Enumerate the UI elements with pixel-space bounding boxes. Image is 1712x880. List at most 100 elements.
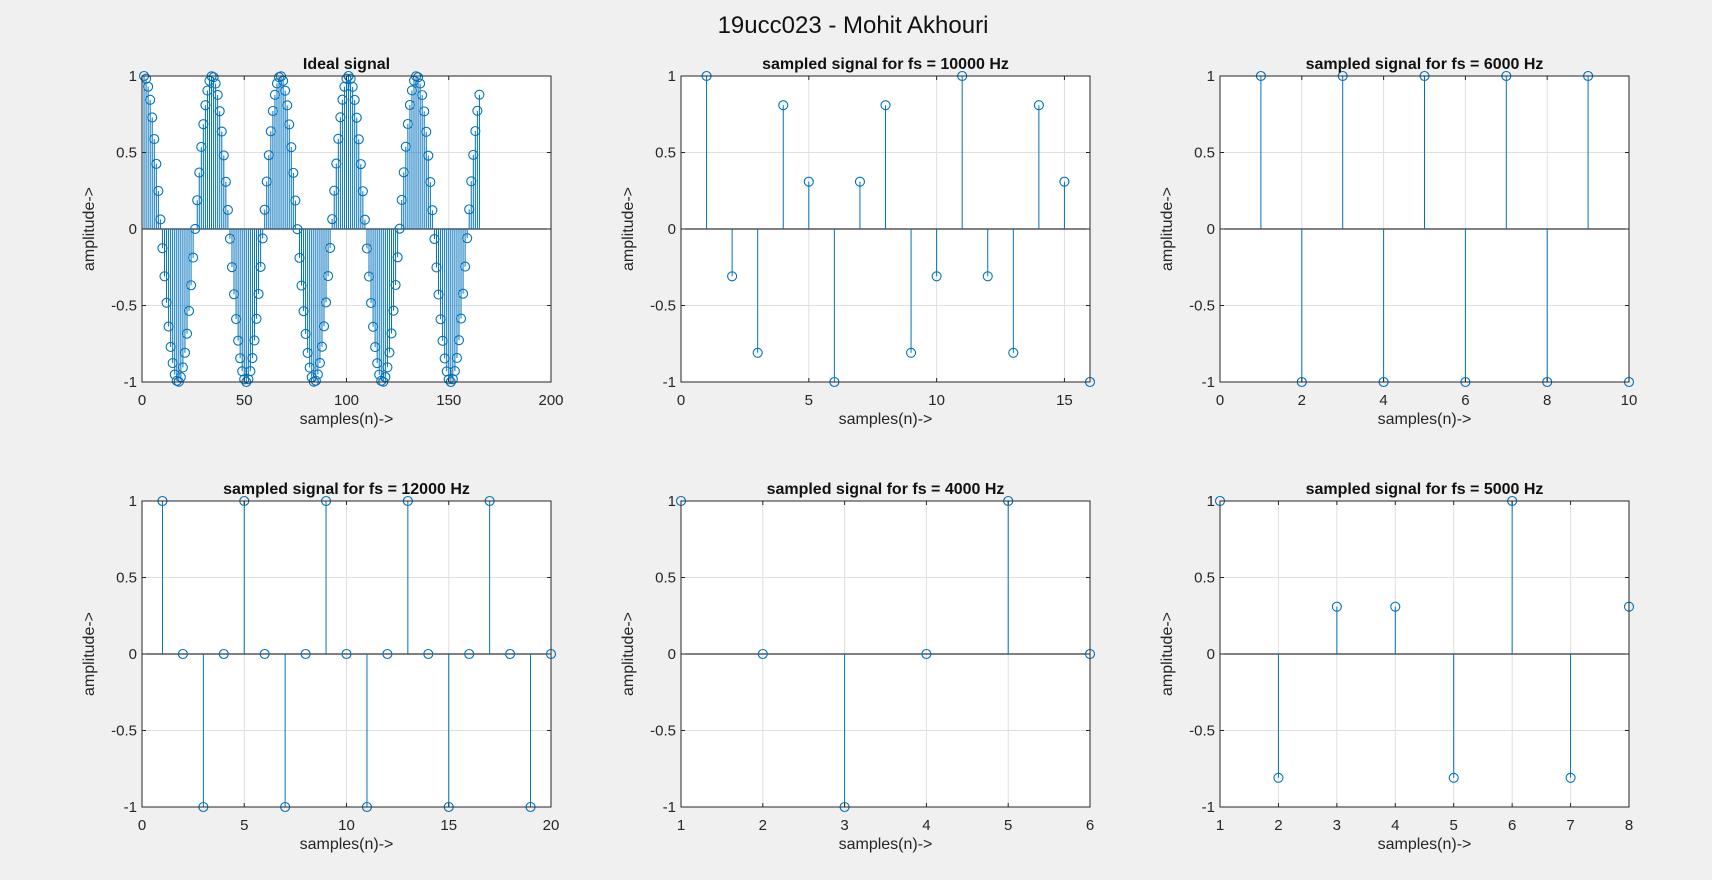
stem-marker bbox=[222, 204, 233, 215]
stem-marker bbox=[294, 252, 305, 263]
stem-marker bbox=[194, 167, 205, 178]
x-tick-label: 200 bbox=[538, 392, 563, 409]
y-axis-label: amplitude-> bbox=[620, 187, 637, 271]
stem-marker bbox=[251, 313, 262, 324]
x-tick-label: 6 bbox=[1508, 817, 1516, 834]
y-tick-label: 1 bbox=[129, 493, 137, 510]
subplot-1: 0 50 100 150 200 -1 -0.5 0 0.5 1 Ideal signal sampl… bbox=[81, 56, 564, 428]
stem-marker bbox=[359, 214, 370, 225]
stem-marker bbox=[363, 271, 375, 282]
x-tick-label: 5 bbox=[805, 392, 813, 409]
stem-marker bbox=[151, 158, 162, 169]
x-axis-label: samples(n)-> bbox=[1378, 411, 1472, 428]
stem-marker bbox=[880, 100, 891, 111]
stem-marker bbox=[147, 112, 158, 123]
stem-marker bbox=[415, 78, 426, 89]
stem-marker bbox=[290, 195, 301, 206]
x-tick-label: 8 bbox=[1625, 817, 1633, 834]
stem-marker bbox=[323, 270, 334, 282]
stem-marker bbox=[427, 205, 438, 216]
stem-marker bbox=[341, 648, 352, 660]
stem-marker bbox=[292, 224, 303, 235]
x-tick-label: 2 bbox=[759, 817, 767, 834]
stem-marker bbox=[396, 194, 407, 206]
y-tick-label: -1 bbox=[1202, 374, 1215, 391]
stem-marker bbox=[505, 648, 516, 660]
stem-marker bbox=[384, 347, 395, 358]
stem-marker bbox=[423, 648, 434, 660]
stem-marker bbox=[425, 177, 436, 188]
x-tick-label: 0 bbox=[1216, 392, 1224, 409]
stem-marker bbox=[318, 321, 330, 332]
stem-marker bbox=[304, 362, 315, 373]
subplot-title: sampled signal for fs = 12000 Hz bbox=[223, 481, 470, 498]
stem-marker bbox=[210, 78, 221, 89]
stem-marker bbox=[218, 150, 229, 161]
stem-marker bbox=[259, 648, 270, 660]
stem-marker bbox=[220, 176, 231, 187]
stem-marker bbox=[212, 89, 223, 101]
stem-marker bbox=[231, 313, 242, 325]
stem-marker bbox=[149, 134, 160, 145]
stem-marker bbox=[329, 185, 340, 196]
stem-marker bbox=[265, 126, 276, 137]
stem-marker bbox=[353, 134, 364, 145]
stem-marker bbox=[247, 353, 258, 364]
y-tick-label: 0 bbox=[129, 646, 137, 663]
stem-marker bbox=[159, 271, 170, 282]
stem-marker bbox=[347, 81, 358, 92]
y-axis-label: amplitude-> bbox=[1159, 612, 1176, 696]
x-tick-label: 1 bbox=[1216, 817, 1224, 834]
stem-marker bbox=[435, 314, 446, 325]
stem-marker bbox=[284, 119, 295, 130]
stem-marker bbox=[226, 262, 238, 273]
stem-marker bbox=[302, 347, 313, 358]
x-axis-label: samples(n)-> bbox=[839, 836, 933, 853]
stem-marker bbox=[335, 112, 346, 123]
stem-marker bbox=[331, 158, 342, 169]
x-tick-label: 2 bbox=[1274, 817, 1282, 834]
y-tick-label: 1 bbox=[129, 68, 137, 85]
y-tick-label: 0 bbox=[1207, 221, 1215, 238]
stem-marker bbox=[419, 106, 430, 117]
stem-marker bbox=[261, 176, 272, 187]
stem-marker bbox=[451, 352, 462, 363]
figure-title: 19ucc023 - Mohit Akhouri bbox=[718, 12, 989, 39]
y-tick-label: 0.5 bbox=[116, 145, 137, 162]
stem-marker bbox=[177, 362, 188, 373]
stem-marker bbox=[400, 141, 411, 152]
y-tick-label: -0.5 bbox=[650, 723, 676, 740]
stem-marker bbox=[327, 214, 338, 225]
stem-marker bbox=[339, 81, 350, 92]
stem-marker bbox=[196, 141, 207, 153]
x-tick-label: 5 bbox=[240, 817, 248, 834]
stem-marker bbox=[337, 94, 348, 105]
stem-marker bbox=[470, 126, 481, 137]
x-tick-label: 15 bbox=[440, 817, 457, 834]
subplot-title: sampled signal for fs = 5000 Hz bbox=[1306, 481, 1544, 498]
stem-marker bbox=[188, 252, 199, 263]
subplot-3: 0 2 4 6 8 10 -1 -0.5 0 0.5 1 sampled signal for fs … bbox=[1159, 56, 1637, 428]
x-tick-label: 15 bbox=[1056, 392, 1073, 409]
x-tick-label: 150 bbox=[436, 392, 461, 409]
stem-marker bbox=[357, 186, 368, 197]
subplot-title: sampled signal for fs = 6000 Hz bbox=[1306, 56, 1544, 73]
stem-marker bbox=[757, 648, 768, 660]
x-tick-label: 1 bbox=[677, 817, 685, 834]
stem-marker bbox=[423, 150, 434, 161]
stem-marker bbox=[267, 105, 278, 117]
y-axis-label: amplitude-> bbox=[81, 612, 98, 696]
x-tick-label: 20 bbox=[543, 817, 560, 834]
stem-marker bbox=[441, 366, 452, 377]
y-tick-label: -0.5 bbox=[111, 298, 137, 315]
stem-marker bbox=[312, 369, 323, 380]
x-tick-label: 3 bbox=[1333, 817, 1341, 834]
y-tick-label: -0.5 bbox=[111, 723, 137, 740]
stem-marker bbox=[325, 242, 336, 253]
stem-marker bbox=[466, 176, 477, 187]
x-tick-label: 10 bbox=[1621, 392, 1638, 409]
stem-marker bbox=[1273, 772, 1284, 783]
y-axis-label: amplitude-> bbox=[1159, 187, 1176, 271]
x-tick-label: 8 bbox=[1543, 392, 1551, 409]
